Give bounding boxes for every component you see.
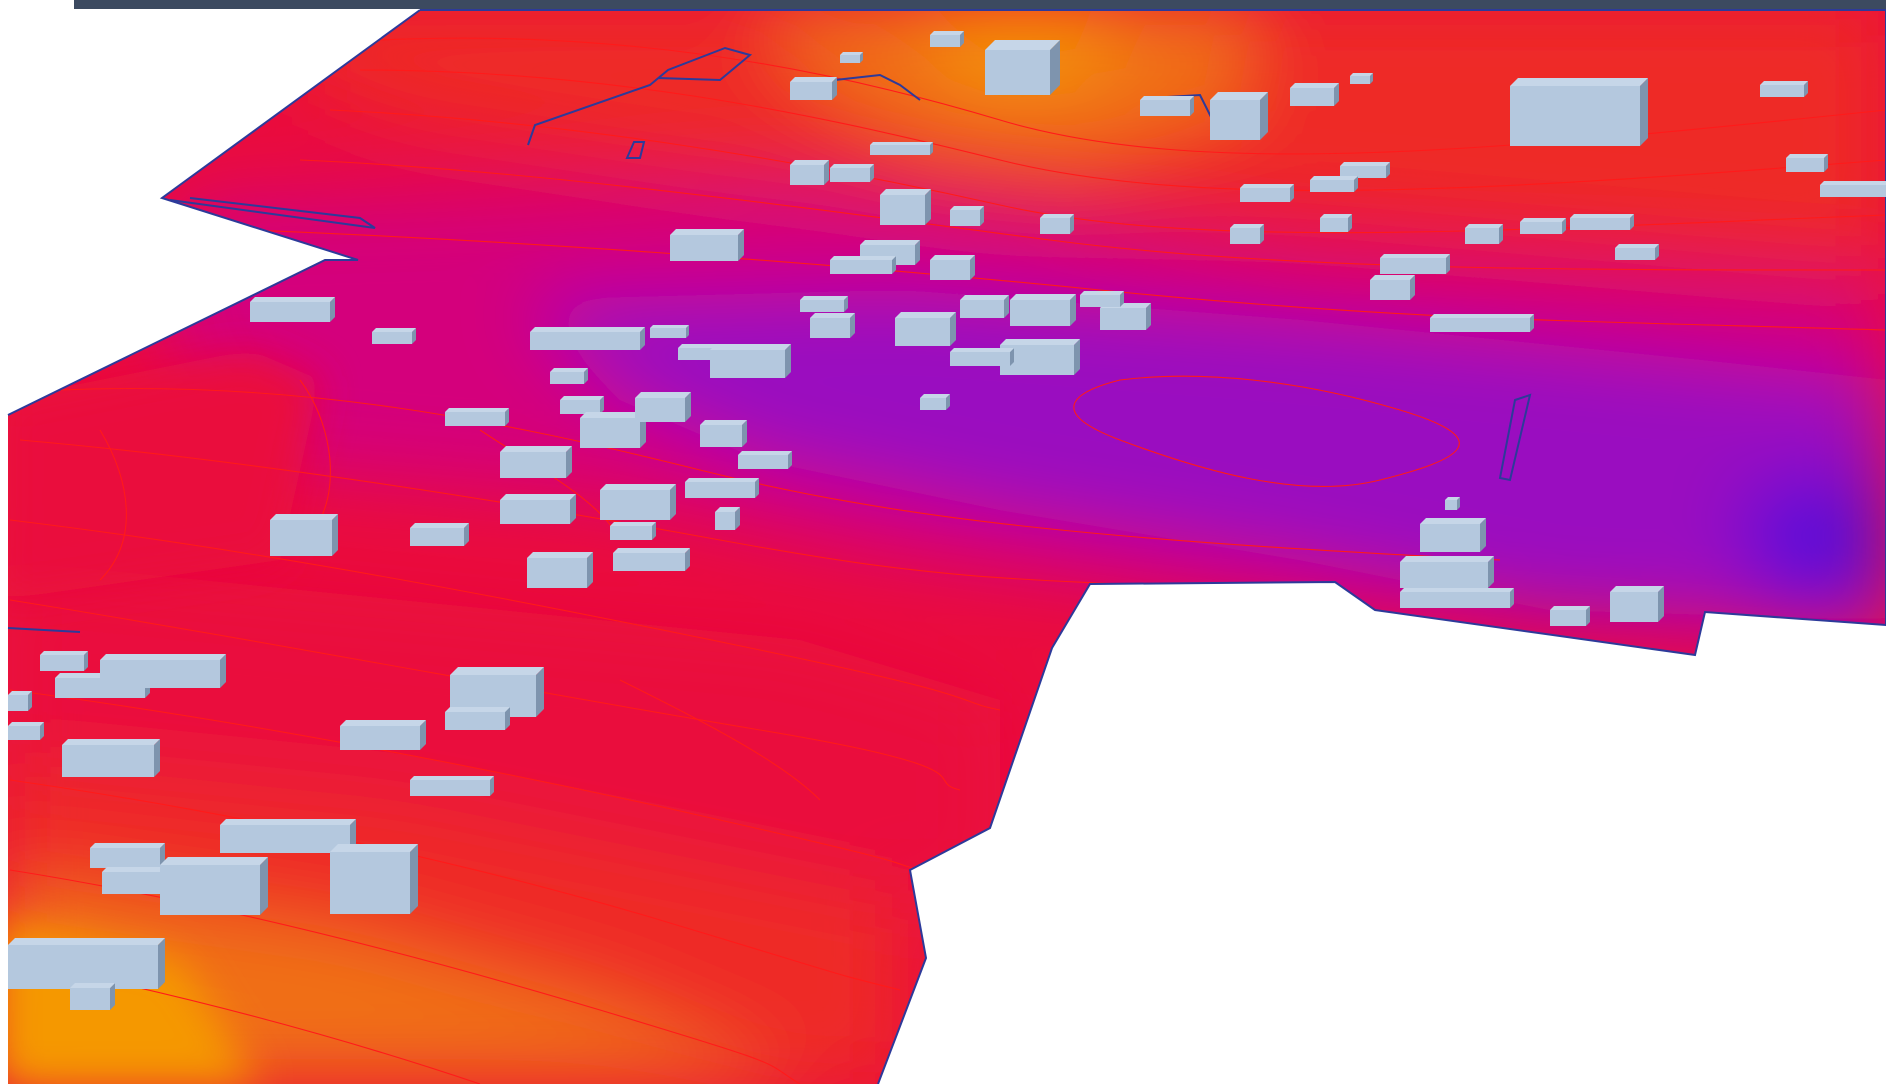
building[interactable] — [500, 446, 572, 478]
building[interactable] — [1400, 588, 1514, 608]
building[interactable] — [700, 420, 747, 447]
building[interactable] — [1240, 184, 1294, 202]
building[interactable] — [1786, 154, 1828, 172]
building[interactable] — [800, 296, 848, 312]
building[interactable] — [670, 229, 744, 261]
building[interactable] — [830, 256, 896, 274]
building[interactable] — [372, 328, 416, 344]
building[interactable] — [270, 514, 338, 556]
building[interactable] — [1615, 244, 1659, 260]
building[interactable] — [1820, 181, 1886, 197]
building[interactable] — [930, 31, 964, 47]
building[interactable] — [1230, 224, 1264, 244]
building[interactable] — [950, 348, 1014, 366]
building[interactable] — [1400, 556, 1494, 588]
building[interactable] — [1320, 214, 1352, 232]
building[interactable] — [635, 392, 691, 422]
building[interactable] — [527, 552, 593, 588]
building[interactable] — [830, 164, 874, 182]
building[interactable] — [8, 938, 165, 989]
building[interactable] — [930, 255, 975, 280]
building[interactable] — [1420, 518, 1486, 552]
building[interactable] — [1140, 96, 1194, 116]
building[interactable] — [810, 313, 855, 338]
building[interactable] — [650, 325, 689, 338]
building[interactable] — [1010, 294, 1076, 326]
building[interactable] — [102, 867, 165, 894]
building[interactable] — [1430, 314, 1534, 332]
building[interactable] — [62, 739, 160, 777]
building[interactable] — [530, 327, 645, 350]
building[interactable] — [1310, 176, 1358, 192]
building[interactable] — [1340, 162, 1390, 178]
building[interactable] — [610, 522, 656, 540]
building[interactable] — [1380, 254, 1450, 274]
building[interactable] — [560, 396, 604, 414]
building[interactable] — [70, 983, 115, 1010]
building[interactable] — [445, 707, 510, 730]
building[interactable] — [1100, 303, 1151, 330]
building[interactable] — [1040, 214, 1074, 234]
building[interactable] — [1370, 275, 1415, 300]
building[interactable] — [790, 160, 829, 185]
building[interactable] — [160, 857, 268, 915]
building[interactable] — [880, 189, 931, 225]
building[interactable] — [1550, 606, 1590, 626]
building[interactable] — [250, 297, 335, 322]
building[interactable] — [580, 412, 646, 448]
building[interactable] — [8, 691, 32, 711]
building[interactable] — [410, 523, 469, 546]
building[interactable] — [8, 722, 44, 740]
building[interactable] — [895, 312, 956, 346]
building[interactable] — [1570, 214, 1634, 230]
building[interactable] — [1510, 78, 1648, 146]
building[interactable] — [1465, 224, 1503, 244]
building[interactable] — [985, 40, 1060, 95]
building[interactable] — [410, 776, 494, 796]
building[interactable] — [710, 344, 791, 378]
building[interactable] — [715, 507, 740, 530]
building[interactable] — [1210, 92, 1268, 140]
building[interactable] — [1760, 81, 1808, 97]
building[interactable] — [870, 142, 933, 155]
building[interactable] — [1080, 291, 1124, 307]
viewer-toolbar-strip — [74, 0, 1886, 9]
building[interactable] — [445, 408, 509, 426]
building[interactable] — [950, 206, 984, 226]
building[interactable] — [100, 654, 226, 688]
terrain-boundary — [7, 9, 1886, 1084]
building[interactable] — [738, 451, 792, 469]
building[interactable] — [500, 494, 576, 524]
building[interactable] — [550, 368, 588, 384]
building[interactable] — [1520, 218, 1566, 234]
buildings-layer — [8, 31, 1886, 1010]
boundary-lines — [7, 46, 1532, 633]
building[interactable] — [1610, 586, 1664, 622]
building[interactable] — [1290, 83, 1339, 106]
building[interactable] — [1350, 73, 1373, 84]
building[interactable] — [790, 77, 837, 100]
building[interactable] — [613, 548, 690, 571]
building[interactable] — [1445, 497, 1460, 510]
building[interactable] — [220, 819, 356, 853]
building[interactable] — [340, 720, 426, 750]
building[interactable] — [330, 844, 418, 914]
building[interactable] — [960, 295, 1009, 318]
building[interactable] — [840, 52, 863, 63]
building[interactable] — [685, 478, 759, 498]
building[interactable] — [90, 843, 165, 868]
building[interactable] — [600, 484, 676, 520]
building[interactable] — [920, 394, 950, 410]
building[interactable] — [40, 651, 88, 671]
